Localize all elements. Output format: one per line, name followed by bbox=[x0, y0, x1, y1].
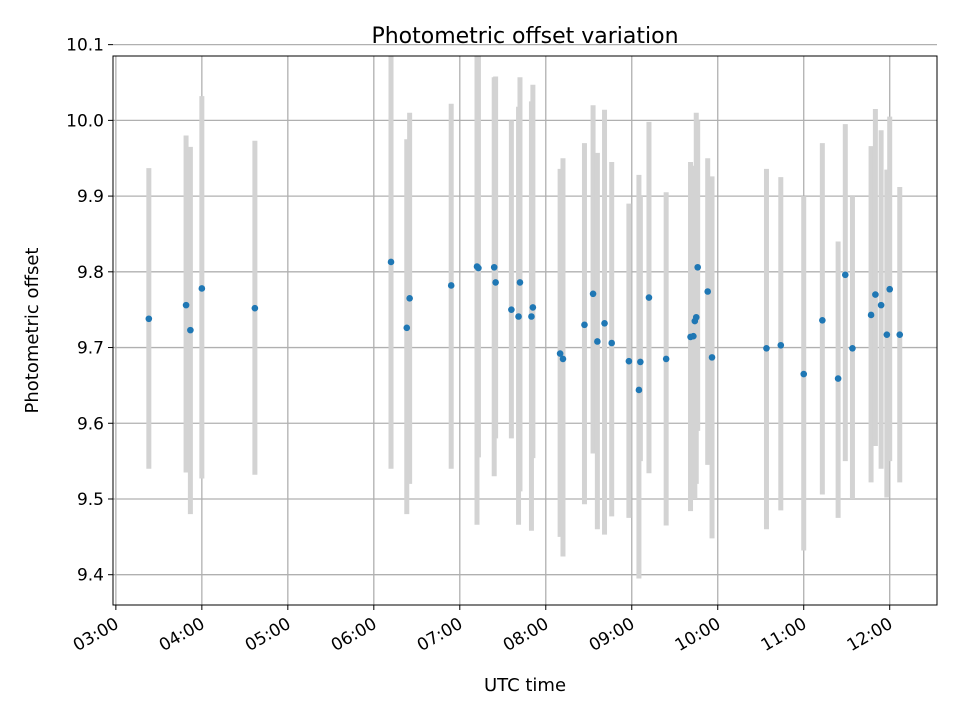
data-point bbox=[556, 350, 564, 357]
y-tick-label: 9.9 bbox=[77, 187, 104, 207]
data-point bbox=[508, 306, 515, 313]
x-tick-label: 10:00 bbox=[672, 614, 724, 656]
data-point bbox=[635, 386, 643, 394]
data-point bbox=[387, 258, 395, 266]
x-tick-label: 11:00 bbox=[758, 614, 810, 656]
x-axis-label: UTC time bbox=[484, 675, 566, 696]
data-point bbox=[708, 354, 716, 361]
data-point bbox=[589, 290, 597, 298]
x-tick-label: 03:00 bbox=[70, 614, 122, 656]
data-point bbox=[872, 291, 879, 298]
y-tick-label: 9.8 bbox=[77, 263, 104, 283]
data-point bbox=[883, 331, 891, 338]
y-tick-label: 9.5 bbox=[77, 490, 104, 510]
data-point bbox=[145, 315, 153, 323]
data-point bbox=[447, 282, 455, 289]
data-point bbox=[406, 295, 413, 302]
data-point bbox=[694, 263, 701, 271]
data-point bbox=[886, 285, 894, 293]
data-point bbox=[704, 288, 712, 295]
data-point bbox=[800, 370, 808, 378]
data-point bbox=[819, 316, 826, 324]
data-point bbox=[877, 301, 885, 309]
data-point bbox=[490, 263, 498, 271]
data-point bbox=[896, 331, 904, 338]
plot-frame bbox=[112, 55, 938, 606]
data-point bbox=[625, 357, 633, 365]
data-point bbox=[182, 301, 190, 309]
data-point bbox=[841, 271, 849, 279]
data-point bbox=[834, 375, 842, 382]
data-point bbox=[601, 320, 608, 327]
grid-layer bbox=[113, 43, 937, 605]
data-point bbox=[849, 344, 856, 352]
data-point bbox=[251, 304, 259, 312]
y-axis-label: Photometric offset bbox=[22, 248, 43, 414]
data-point bbox=[475, 264, 482, 272]
data-point bbox=[528, 313, 535, 320]
data-point bbox=[515, 313, 522, 320]
x-tick-label: 12:00 bbox=[844, 614, 896, 656]
errorbar-layer bbox=[146, 56, 903, 579]
x-tick-label: 06:00 bbox=[328, 614, 380, 656]
chart-title: Photometric offset variation bbox=[371, 24, 678, 49]
data-point bbox=[187, 326, 194, 334]
x-tick-label: 08:00 bbox=[500, 614, 552, 656]
x-tick-label: 04:00 bbox=[156, 614, 208, 656]
data-point bbox=[608, 339, 615, 347]
x-tick-label: 09:00 bbox=[586, 614, 638, 656]
data-point bbox=[492, 279, 499, 286]
data-point bbox=[198, 285, 206, 292]
data-point bbox=[692, 313, 700, 321]
data-point bbox=[581, 321, 588, 329]
point-layer bbox=[145, 258, 904, 394]
y-tick-label: 9.7 bbox=[77, 339, 104, 359]
data-point bbox=[637, 358, 644, 366]
data-point bbox=[690, 332, 697, 340]
data-point bbox=[516, 279, 524, 286]
data-point bbox=[777, 341, 785, 349]
data-point bbox=[594, 338, 601, 345]
x-tick-label: 07:00 bbox=[414, 614, 466, 656]
data-point bbox=[867, 311, 875, 319]
x-tick-label: 05:00 bbox=[242, 614, 294, 656]
y-tick-label: 10.0 bbox=[66, 111, 104, 131]
y-tick-label: 9.4 bbox=[77, 566, 104, 586]
data-point bbox=[763, 344, 770, 352]
data-point bbox=[559, 355, 567, 363]
y-tick-label: 10.1 bbox=[66, 36, 104, 56]
data-point bbox=[662, 355, 670, 363]
y-tick-label: 9.6 bbox=[77, 414, 104, 434]
data-point bbox=[529, 304, 537, 311]
data-point bbox=[645, 294, 653, 301]
data-point bbox=[403, 324, 411, 332]
